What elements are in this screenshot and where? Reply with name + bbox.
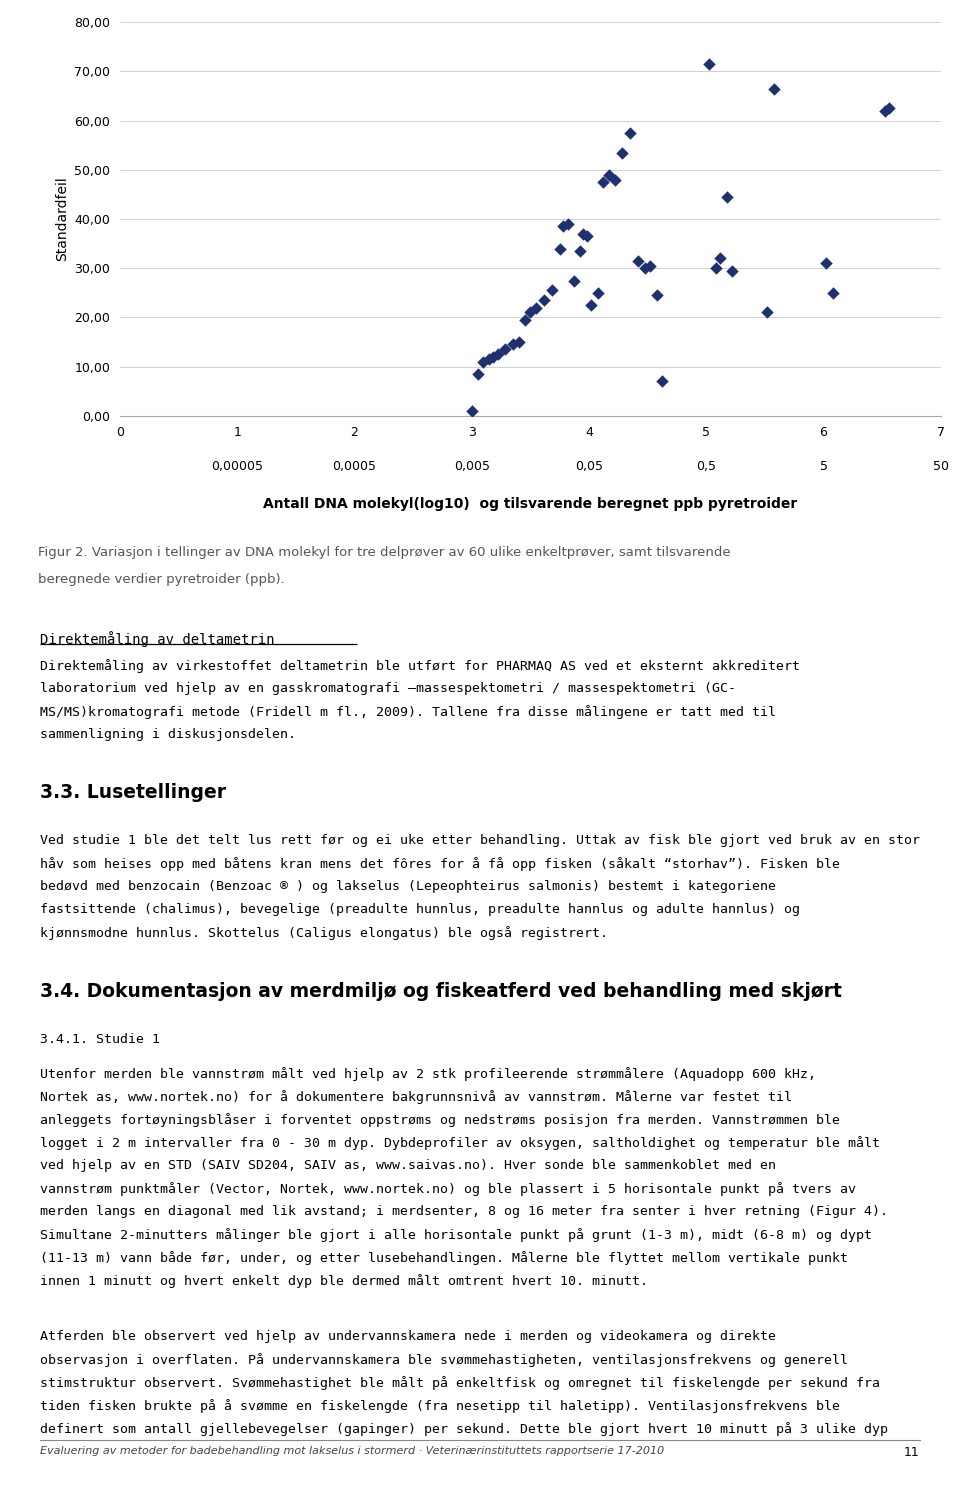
Text: 50: 50 xyxy=(933,460,948,474)
Text: observasjon i overflaten. På undervannskamera ble svømmehastigheten, ventilasjon: observasjon i overflaten. På undervannsk… xyxy=(40,1353,849,1366)
Point xyxy=(725,258,740,282)
Point xyxy=(818,251,833,275)
Text: kjønnsmodne hunnlus. Skottelus (Caligus elongatus) ble også registrert.: kjønnsmodne hunnlus. Skottelus (Caligus … xyxy=(40,927,609,940)
Point xyxy=(607,168,622,192)
Text: 0,005: 0,005 xyxy=(454,460,490,474)
Point xyxy=(566,269,582,293)
Point xyxy=(614,141,630,165)
Text: Atferden ble observert ved hjelp av undervannskamera nede i merden og videokamer: Atferden ble observert ved hjelp av unde… xyxy=(40,1331,777,1342)
Text: Ved studie 1 ble det telt lus rett før og ei uke etter behandling. Uttak av fisk: Ved studie 1 ble det telt lus rett før o… xyxy=(40,835,921,846)
Point xyxy=(476,350,492,374)
Point xyxy=(516,307,532,331)
Text: Utenfor merden ble vannstrøm målt ved hjelp av 2 stk profileerende strømmålere (: Utenfor merden ble vannstrøm målt ved hj… xyxy=(40,1068,816,1081)
Point xyxy=(876,99,892,123)
Point xyxy=(631,249,646,273)
Point xyxy=(601,163,616,187)
Text: stimstruktur observert. Svømmehastighet ble målt på enkeltfisk og omregnet til f: stimstruktur observert. Svømmehastighet … xyxy=(40,1377,880,1390)
Text: anleggets fortøyningsblåser i forventet oppstrøms og nedstrøms posisjon fra merd: anleggets fortøyningsblåser i forventet … xyxy=(40,1114,840,1127)
Point xyxy=(595,171,611,195)
Text: Evaluering av metoder for badebehandling mot lakselus i stormerd · Veterinærinst: Evaluering av metoder for badebehandling… xyxy=(40,1446,664,1457)
Point xyxy=(537,288,552,312)
Point xyxy=(590,281,606,304)
Text: MS/MS)kromatografi metode (Fridell m fl., 2009). Tallene fra disse målingene er : MS/MS)kromatografi metode (Fridell m fl.… xyxy=(40,705,777,719)
Point xyxy=(522,300,538,324)
Text: Direktemåling av deltametrin: Direktemåling av deltametrin xyxy=(40,631,275,647)
Point xyxy=(572,239,588,263)
Point xyxy=(767,77,782,101)
Text: Simultane 2-minutters målinger ble gjort i alle horisontale punkt på grunt (1-3 : Simultane 2-minutters målinger ble gjort… xyxy=(40,1228,873,1241)
Text: ved hjelp av en STD (SAIV SD204, SAIV as, www.saivas.no). Hver sonde ble sammenk: ved hjelp av en STD (SAIV SD204, SAIV as… xyxy=(40,1160,777,1172)
Text: 0,00005: 0,00005 xyxy=(211,460,263,474)
Point xyxy=(642,254,658,278)
Point xyxy=(556,214,571,238)
Point xyxy=(575,221,590,245)
Point xyxy=(637,257,653,281)
Point xyxy=(543,279,559,303)
Text: vannstrøm punktmåler (Vector, Nortek, www.nortek.no) og ble plassert i 5 horison: vannstrøm punktmåler (Vector, Nortek, ww… xyxy=(40,1182,856,1195)
Point xyxy=(701,52,716,76)
Point xyxy=(826,281,841,304)
Text: 0,05: 0,05 xyxy=(575,460,603,474)
Point xyxy=(482,347,497,371)
Point xyxy=(881,97,897,120)
Point xyxy=(622,122,637,146)
Text: merden langs en diagonal med lik avstand; i merdsenter, 8 og 16 meter fra senter: merden langs en diagonal med lik avstand… xyxy=(40,1206,888,1218)
Text: 3.4.1. Studie 1: 3.4.1. Studie 1 xyxy=(40,1032,160,1045)
Point xyxy=(654,370,669,394)
Point xyxy=(584,293,599,316)
Point xyxy=(649,284,664,307)
Text: håv som heises opp med båtens kran mens det fôres for å få opp fisken (såkalt “s: håv som heises opp med båtens kran mens … xyxy=(40,857,840,872)
Text: Antall DNA molekyl(log10)  og tilsvarende beregnet ppb pyretroider: Antall DNA molekyl(log10) og tilsvarende… xyxy=(263,497,798,511)
Text: Figur 2. Variasjon i tellinger av DNA molekyl for tre delprøver av 60 ulike enke: Figur 2. Variasjon i tellinger av DNA mo… xyxy=(38,546,731,560)
Point xyxy=(720,186,735,209)
Point xyxy=(712,247,728,270)
Point xyxy=(470,362,486,386)
Text: sammenligning i diskusjonsdelen.: sammenligning i diskusjonsdelen. xyxy=(40,728,297,741)
Text: innen 1 minutt og hvert enkelt dyp ble dermed målt omtrent hvert 10. minutt.: innen 1 minutt og hvert enkelt dyp ble d… xyxy=(40,1274,648,1287)
Text: 3.4. Dokumentasjon av merdmiljø og fiskeatferd ved behandling med skjørt: 3.4. Dokumentasjon av merdmiljø og fiske… xyxy=(40,982,842,1001)
Text: 11: 11 xyxy=(904,1446,920,1460)
Text: tiden fisken brukte på å svømme en fiskelengde (fra nesetipp til haletipp). Vent: tiden fisken brukte på å svømme en fiske… xyxy=(40,1399,840,1412)
Point xyxy=(579,224,594,248)
Point xyxy=(490,343,505,367)
Text: 3.3. Lusetellinger: 3.3. Lusetellinger xyxy=(40,784,227,802)
Text: beregnede verdier pyretroider (ppb).: beregnede verdier pyretroider (ppb). xyxy=(38,573,285,587)
Point xyxy=(759,300,775,324)
Text: logget i 2 m intervaller fra 0 - 30 m dyp. Dybdeprofiler av oksygen, saltholdigh: logget i 2 m intervaller fra 0 - 30 m dy… xyxy=(40,1136,880,1149)
Text: (11-13 m) vann både før, under, og etter lusebehandlingen. Målerne ble flyttet m: (11-13 m) vann både før, under, og etter… xyxy=(40,1252,849,1265)
Text: Nortek as, www.nortek.no) for å dokumentere bakgrunnsnivå av vannstrøm. Målerne : Nortek as, www.nortek.no) for å dokument… xyxy=(40,1090,792,1103)
Text: 5: 5 xyxy=(820,460,828,474)
Text: bedøvd med benzocain (Benzoac ® ) og lakselus (Lepeophteirus salmonis) bestemt i: bedøvd med benzocain (Benzoac ® ) og lak… xyxy=(40,881,777,892)
Point xyxy=(497,337,513,361)
Text: 0,0005: 0,0005 xyxy=(332,460,376,474)
Point xyxy=(708,257,723,281)
Point xyxy=(505,333,520,356)
Text: 0,5: 0,5 xyxy=(696,460,716,474)
Text: laboratorium ved hjelp av en gasskromatografi –massespektometri / massespektomet: laboratorium ved hjelp av en gasskromato… xyxy=(40,682,736,695)
Point xyxy=(561,212,576,236)
Point xyxy=(485,345,500,368)
Point xyxy=(511,330,526,353)
Text: definert som antall gjellebevegelser (gapinger) per sekund. Dette ble gjort hver: definert som antall gjellebevegelser (ga… xyxy=(40,1423,888,1436)
Point xyxy=(529,296,544,319)
Point xyxy=(464,399,479,423)
Y-axis label: Standardfeil: Standardfeil xyxy=(55,177,69,261)
Text: Direktemåling av virkestoffet deltametrin ble utført for PHARMAQ AS ved et ekste: Direktemåling av virkestoffet deltametri… xyxy=(40,659,801,673)
Text: fastsittende (chalimus), bevegelige (preadulte hunnlus, preadulte hannlus og adu: fastsittende (chalimus), bevegelige (pre… xyxy=(40,903,801,916)
Point xyxy=(552,236,567,260)
